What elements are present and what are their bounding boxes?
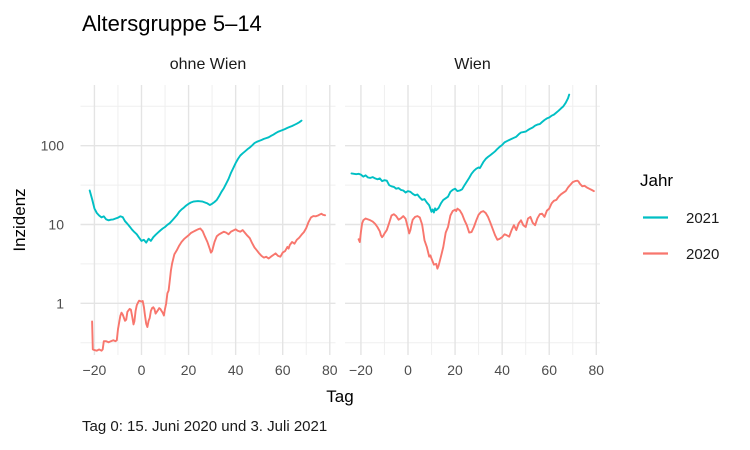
legend-label-2021: 2021 <box>686 210 719 227</box>
y-tick-label: 10 <box>48 217 64 233</box>
x-tick-label: −20 <box>83 362 107 378</box>
y-tick-label: 1 <box>56 295 64 311</box>
y-tick-label: 100 <box>41 138 65 154</box>
x-tick-label: 0 <box>138 362 146 378</box>
x-tick-label: 20 <box>447 362 463 378</box>
x-tick-label: 80 <box>588 362 604 378</box>
panel-wien: −20 0 20 40 60 80 <box>345 85 604 378</box>
legend: Jahr 2021 2020 <box>640 171 719 263</box>
x-tick-label: −20 <box>349 362 373 378</box>
facet-label-wien: Wien <box>454 56 490 73</box>
legend-title: Jahr <box>640 171 673 190</box>
x-tick-label: 60 <box>541 362 557 378</box>
caption: Tag 0: 15. Juni 2020 und 3. Juli 2021 <box>82 418 327 435</box>
panel-ohne-wien: −20 0 20 40 60 80 1 10 100 <box>41 85 338 378</box>
x-tick-label: 60 <box>275 362 291 378</box>
x-tick-label: 20 <box>181 362 197 378</box>
x-axis-title: Tag <box>326 387 353 406</box>
facet-label-ohne-wien: ohne Wien <box>170 56 247 73</box>
chart-title: Altersgruppe 5–14 <box>82 11 262 36</box>
x-tick-label: 40 <box>494 362 510 378</box>
x-tick-label: 0 <box>404 362 412 378</box>
x-tick-label: 40 <box>228 362 244 378</box>
x-tick-label: 80 <box>322 362 338 378</box>
plot-panels: −20 0 20 40 60 80 1 10 100 −20 0 20 40 60 80 <box>41 85 604 378</box>
y-axis-title: Inzidenz <box>10 188 29 251</box>
series-line-2021 <box>350 93 571 214</box>
legend-label-2020: 2020 <box>686 246 719 263</box>
series-line-2020 <box>91 212 327 352</box>
series-line-2020 <box>357 179 595 270</box>
series-line-2021 <box>88 119 303 244</box>
